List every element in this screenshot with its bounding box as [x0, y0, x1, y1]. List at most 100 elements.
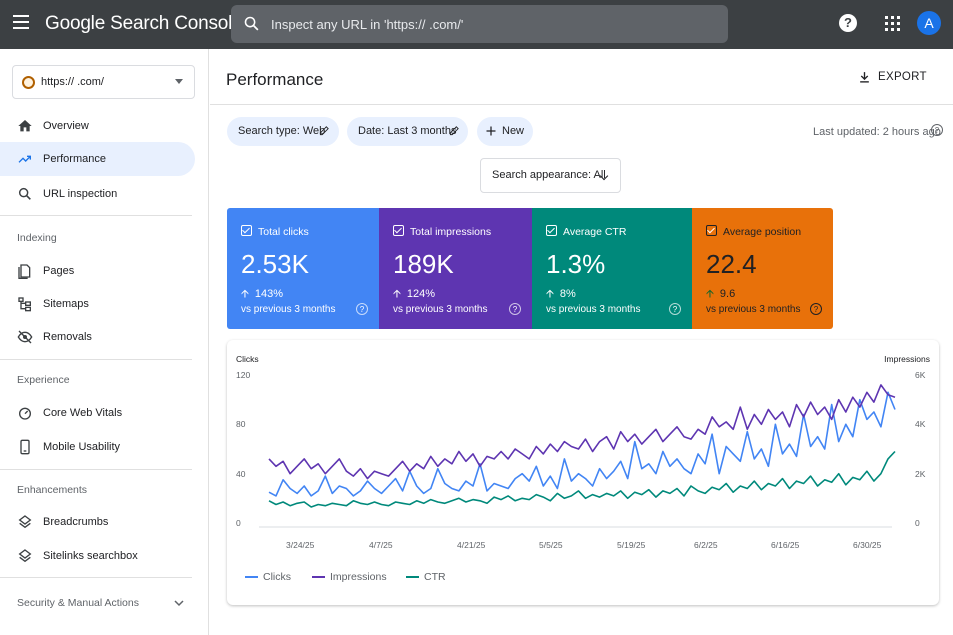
layers-icon — [18, 515, 32, 529]
legend-impressions[interactable]: Impressions — [312, 571, 387, 583]
series-line-impressions[interactable] — [268, 384, 896, 480]
help-icon[interactable]: ? — [669, 303, 681, 315]
y-right-tick-label: 0 — [915, 518, 920, 528]
sidebar-item-mobile-usability[interactable]: Mobile Usability — [0, 430, 195, 464]
delta-value: 8% — [559, 288, 576, 300]
new-filter-button[interactable]: New — [477, 117, 533, 146]
legend-swatch — [312, 576, 325, 579]
checkbox-icon[interactable] — [546, 225, 557, 236]
series-line-ctr[interactable] — [268, 450, 896, 508]
help-icon[interactable]: ? — [810, 303, 822, 315]
sidebar-item-url-inspection[interactable]: URL inspection — [0, 177, 195, 211]
url-inspect-search[interactable]: Inspect any URL in 'https:// .com/' — [231, 5, 728, 43]
smartphone-icon — [20, 439, 30, 455]
search-appearance-dropdown[interactable]: Search appearance: All — [480, 158, 621, 193]
metric-delta: 🡩 8% — [546, 285, 576, 304]
avatar[interactable]: A — [917, 11, 941, 35]
search-icon — [18, 187, 31, 200]
y-axis-right-label: Impressions — [884, 354, 930, 364]
metric-card-total-clicks[interactable]: Total clicks 2.53K 🡩 143% vs previous 3 m… — [227, 208, 379, 329]
metric-label: Average CTR — [563, 226, 627, 238]
section-indexing[interactable]: Indexing — [17, 232, 57, 244]
y-left-tick-label: 80 — [236, 419, 246, 430]
checkbox-icon[interactable] — [241, 225, 252, 236]
last-updated-text: Last updated: 2 hours ago — [813, 126, 941, 138]
y-right-tick-label: 2K — [915, 468, 926, 479]
delta-value: 9.6 — [719, 288, 736, 300]
metric-value: 22.4 — [706, 249, 757, 279]
checkbox-icon[interactable] — [393, 225, 404, 236]
sidebar-item-core-web-vitals[interactable]: Core Web Vitals — [0, 396, 195, 430]
chevron-down-icon[interactable] — [174, 599, 184, 607]
layers-icon — [18, 549, 32, 563]
metric-delta: 🡩 124% — [393, 285, 435, 304]
sidebar-item-label: Performance — [43, 153, 106, 165]
x-tick-label: 3/24/25 — [286, 540, 315, 550]
x-tick-label: 4/7/25 — [369, 540, 393, 550]
metric-delta: 🡩 9.6 — [706, 285, 735, 304]
sidebar-item-sitemaps[interactable]: Sitemaps — [0, 287, 195, 321]
metric-period: vs previous 3 months — [706, 304, 801, 315]
export-button[interactable]: EXPORT — [860, 71, 927, 83]
sidebar-item-label: URL inspection — [43, 188, 118, 200]
arrow-up-icon: 🡩 — [393, 288, 401, 300]
plus-icon — [486, 126, 496, 136]
metric-card-average-position[interactable]: Average position 22.4 🡩 9.6 vs previous 3… — [692, 208, 833, 329]
menu-icon[interactable] — [13, 15, 29, 29]
sidebar-item-label: Removals — [43, 331, 92, 343]
dropdown-arrow-icon — [175, 79, 183, 84]
legend-ctr[interactable]: CTR — [406, 571, 446, 583]
metric-delta: 🡩 143% — [241, 285, 283, 304]
help-icon[interactable]: ? — [509, 303, 521, 315]
header-divider — [210, 104, 953, 105]
chart-plot-area[interactable] — [227, 340, 939, 565]
sidebar-item-breadcrumbs[interactable]: Breadcrumbs — [0, 505, 195, 539]
sidebar-item-performance[interactable]: Performance — [0, 142, 195, 176]
metric-card-average-ctr[interactable]: Average CTR 1.3% 🡩 8% vs previous 3 month… — [532, 208, 692, 329]
sidebar-item-removals[interactable]: Removals — [0, 320, 195, 354]
x-tick-label: 5/5/25 — [539, 540, 563, 550]
chip-label: New — [502, 125, 525, 137]
sidebar-item-label: Breadcrumbs — [43, 516, 109, 528]
sidebar-item-pages[interactable]: Pages — [0, 254, 195, 288]
y-left-tick-label: 120 — [236, 370, 251, 380]
section-enhancements[interactable]: Enhancements — [17, 484, 88, 496]
speedometer-icon — [19, 407, 31, 420]
section-security-manual-actions[interactable]: Security & Manual Actions — [17, 597, 139, 609]
metric-label: Total impressions — [410, 226, 492, 238]
chip-label: Search type: Web — [238, 125, 326, 137]
checkbox-icon[interactable] — [706, 225, 717, 236]
legend-label: Impressions — [330, 571, 387, 583]
home-icon — [18, 120, 32, 132]
export-label: EXPORT — [878, 71, 927, 83]
search-type-filter-chip[interactable]: Search type: Web — [227, 117, 339, 146]
arrow-up-icon: 🡩 — [706, 288, 714, 300]
apps-grid-icon[interactable] — [885, 16, 901, 32]
delta-value: 143% — [254, 288, 284, 300]
metric-value: 2.53K — [241, 249, 309, 279]
y-axis-left-label: Clicks — [236, 354, 259, 364]
series-line-clicks[interactable] — [268, 391, 896, 497]
help-icon[interactable]: ? — [931, 124, 943, 136]
dropdown-label: Search appearance: All — [492, 169, 606, 181]
metric-card-total-impressions[interactable]: Total impressions 189K 🡩 124% vs previous… — [379, 208, 532, 329]
sidebar-item-overview[interactable]: Overview — [0, 109, 195, 143]
metric-label: Total clicks — [258, 226, 309, 238]
top-app-bar: Google Search Console Inspect any URL in… — [0, 0, 953, 49]
sidebar-item-sitelinks-searchbox[interactable]: Sitelinks searchbox — [0, 539, 195, 573]
help-icon[interactable]: ? — [356, 303, 368, 315]
property-selector[interactable]: https:// .com/ — [12, 65, 195, 99]
y-right-tick-label: 4K — [915, 419, 926, 430]
page-icon — [18, 264, 31, 279]
legend-label: CTR — [424, 571, 446, 583]
chip-label: Date: Last 3 months — [358, 125, 457, 137]
app-logo[interactable]: Google Search Console — [45, 13, 243, 34]
sitemap-icon — [18, 297, 31, 312]
date-filter-chip[interactable]: Date: Last 3 months — [347, 117, 468, 146]
search-placeholder[interactable]: Inspect any URL in 'https:// .com/' — [271, 17, 464, 32]
metric-value: 1.3% — [546, 249, 606, 279]
help-icon[interactable]: ? — [839, 14, 857, 32]
section-experience[interactable]: Experience — [17, 374, 70, 386]
legend-clicks[interactable]: Clicks — [245, 571, 291, 583]
delta-value: 124% — [406, 288, 436, 300]
